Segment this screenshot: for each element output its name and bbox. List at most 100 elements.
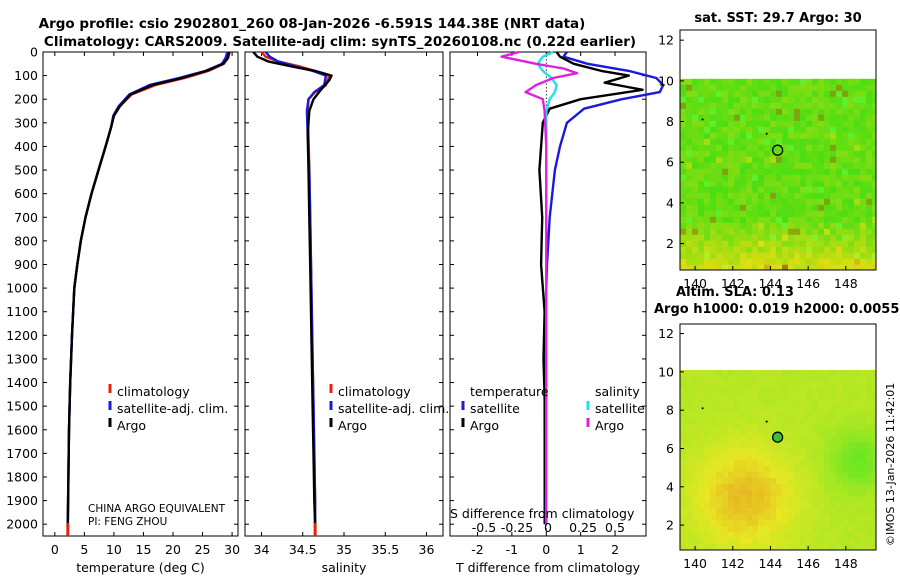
map-cell [704,240,711,248]
map-cell [806,489,813,497]
map-cell [866,447,873,455]
map-cell [716,525,723,533]
map-cell [746,405,753,413]
map-cell [812,483,819,491]
map-cell [734,168,741,176]
map-cell [776,258,783,266]
map-cell [686,453,693,461]
map-cell [812,150,819,158]
map-cell [740,120,747,128]
map-cell [836,96,843,104]
map-cell [734,234,741,242]
map-cell [800,108,807,116]
map-cell [854,96,861,104]
map-cell [752,417,759,425]
map-cell [800,252,807,260]
series-line-s-argo [500,50,579,525]
map-cell [806,150,813,158]
map-cell [782,222,789,230]
map-cell [746,537,753,545]
map-cell [776,387,783,395]
map-cell [752,120,759,128]
map-cell [866,393,873,401]
map-cell [794,114,801,122]
map-cell [806,228,813,236]
map-cell [680,222,687,230]
map-cell [800,387,807,395]
map-cell [758,435,765,443]
map-cell [722,387,729,395]
map-cell [716,369,723,377]
map-cell [716,78,723,86]
map-cell [746,84,753,92]
map-cell [704,369,711,377]
map-cell [794,507,801,515]
legend-entry: Argo [117,418,146,433]
map-cell [686,240,693,248]
map-cell [872,156,876,164]
map-cell [842,387,849,395]
map-cell [800,216,807,224]
map-cell [860,144,867,152]
map-cell [800,138,807,146]
series-line-argo [252,51,333,525]
map-cell [860,381,867,389]
map-cell [698,429,705,437]
map-cell [800,423,807,431]
map-cell [698,489,705,497]
map-cell [800,375,807,383]
map-cell [854,150,861,158]
map-cell [764,210,771,218]
map-cell [698,204,705,212]
map-cell [782,102,789,110]
map-cell [698,222,705,230]
map-cell [710,216,717,224]
map-cell [722,459,729,467]
map-cell [812,435,819,443]
map-cell [812,477,819,485]
map-cell [770,228,777,236]
map-cell [818,234,825,242]
map-cell [746,186,753,194]
map-cell [860,216,867,224]
map-cell [794,174,801,182]
map-cell [836,435,843,443]
map-cell [746,78,753,86]
map-cell [788,264,795,270]
map-cell [746,447,753,455]
map-cell [824,447,831,455]
map-cell [866,246,873,254]
map-cell [704,234,711,242]
map-cell [680,168,687,176]
map-cell [734,120,741,128]
map-cell [872,483,876,491]
map-cell [770,483,777,491]
map-cell [854,375,861,383]
map-cell [872,84,876,92]
map-cell [854,198,861,206]
map-cell [692,399,699,407]
map-cell [848,228,855,236]
map-cell [866,96,873,104]
plot-frame [449,51,647,537]
map-cell [764,168,771,176]
map-cell [824,150,831,158]
map-cell [788,120,795,128]
map-x-tick-label: 142 [721,276,745,291]
map-cell [698,381,705,389]
map-cell [734,399,741,407]
map-cell [836,399,843,407]
map-cell [704,483,711,491]
map-cell [740,369,747,377]
map-cell [836,459,843,467]
map-cell [728,399,735,407]
map-cell [848,537,855,545]
map-cell [806,174,813,182]
map-cell [704,84,711,92]
map-cell [716,447,723,455]
secondary-tick-label: -0.25 [501,520,533,535]
map-cell [818,507,825,515]
map-cell [680,429,687,437]
map-cell [812,240,819,248]
map-cell [710,252,717,260]
